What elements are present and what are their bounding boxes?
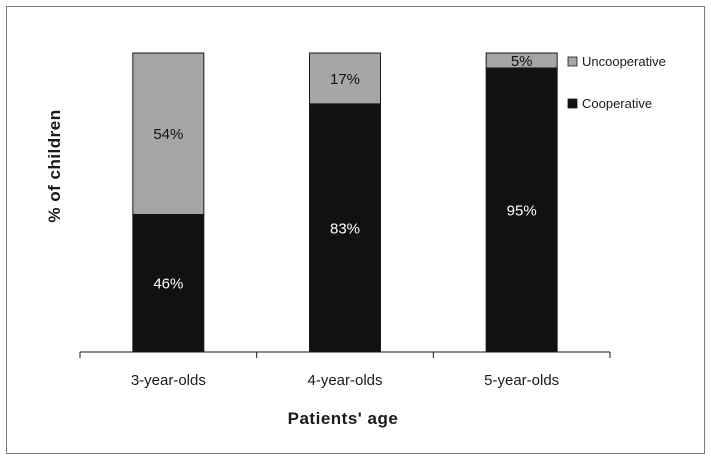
bar-cooperative-3	[485, 67, 558, 353]
data-label-cooperative-3: 95%	[507, 202, 537, 219]
bar-uncooperative-1	[132, 52, 205, 215]
legend-label-uncooperative: Uncooperative	[582, 54, 666, 69]
x-tick-labels-group: 3-year-olds 4-year-olds 5-year-olds	[131, 372, 559, 389]
x-tick-label: 3-year-olds	[131, 372, 206, 389]
legend: Uncooperative Cooperative	[567, 54, 666, 111]
data-labels-group: 46% 54% 83% 17% 95% 5%	[153, 53, 536, 293]
bar-uncooperative-2	[309, 52, 381, 105]
data-label-cooperative-1: 46%	[153, 276, 183, 293]
legend-swatch-cooperative	[567, 98, 578, 109]
bar-cooperative-2	[309, 103, 381, 353]
legend-swatch-uncooperative	[567, 56, 578, 67]
x-tick-label: 5-year-olds	[484, 372, 559, 389]
legend-label-cooperative: Cooperative	[582, 96, 652, 111]
bar-cooperative-1	[132, 213, 205, 353]
bar-uncooperative-3	[485, 52, 558, 69]
bars-group	[132, 52, 558, 353]
x-axis-title: Patients' age	[288, 409, 399, 428]
data-label-uncooperative-2: 17%	[330, 71, 360, 88]
data-label-uncooperative-1: 54%	[153, 126, 183, 143]
x-ticks-group	[79, 352, 611, 358]
data-label-uncooperative-3: 5%	[511, 53, 533, 70]
data-label-cooperative-2: 83%	[330, 220, 360, 237]
y-axis-title: % of children	[45, 109, 64, 222]
x-tick-label: 4-year-olds	[307, 372, 382, 389]
